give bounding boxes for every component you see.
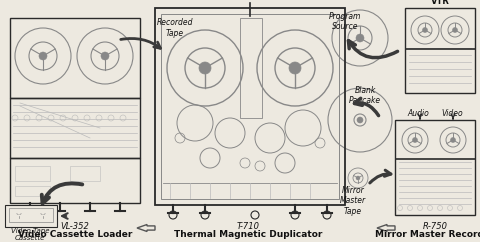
Circle shape — [39, 52, 47, 60]
Circle shape — [357, 117, 363, 123]
Bar — [395, 158, 475, 159]
Circle shape — [453, 28, 457, 32]
Text: R-750: R-750 — [422, 222, 447, 231]
Text: Thermal Magnetic Duplicator: Thermal Magnetic Duplicator — [174, 230, 322, 239]
FancyArrow shape — [377, 225, 395, 232]
Bar — [10, 158, 140, 203]
Bar — [405, 48, 475, 49]
Text: Mirror
Master
Tape: Mirror Master Tape — [340, 186, 366, 216]
Bar — [10, 18, 140, 98]
Bar — [5, 205, 57, 227]
Text: Video: Video — [441, 108, 463, 118]
Bar — [155, 8, 345, 205]
Circle shape — [356, 34, 364, 42]
Text: Video Cassette Loader: Video Cassette Loader — [18, 230, 132, 239]
Bar — [15, 186, 50, 196]
Circle shape — [422, 28, 428, 32]
Text: Audio: Audio — [407, 108, 429, 118]
Text: Recorded
Tape: Recorded Tape — [157, 18, 193, 38]
Bar — [15, 166, 50, 181]
Text: Program
Source: Program Source — [329, 12, 361, 31]
Circle shape — [18, 214, 20, 216]
Text: Video Tape
Cassette: Video Tape Cassette — [11, 228, 49, 241]
Bar — [395, 120, 475, 215]
Text: Blank
Pancake: Blank Pancake — [349, 86, 381, 105]
Bar — [10, 98, 140, 158]
Circle shape — [289, 62, 301, 74]
Circle shape — [412, 137, 418, 143]
Circle shape — [101, 52, 109, 60]
Text: Mirror Master Recorder: Mirror Master Recorder — [375, 230, 480, 239]
Circle shape — [356, 176, 360, 180]
Text: Master
VTR: Master VTR — [423, 0, 456, 6]
Bar — [9, 208, 53, 222]
Text: T-710: T-710 — [237, 222, 260, 231]
Bar — [240, 18, 262, 118]
FancyArrow shape — [137, 225, 155, 232]
Circle shape — [451, 137, 456, 143]
Bar — [405, 8, 475, 93]
Text: VL-352: VL-352 — [60, 222, 89, 231]
Circle shape — [199, 62, 211, 74]
Circle shape — [42, 214, 44, 216]
Bar — [161, 14, 339, 199]
Bar — [70, 166, 100, 181]
